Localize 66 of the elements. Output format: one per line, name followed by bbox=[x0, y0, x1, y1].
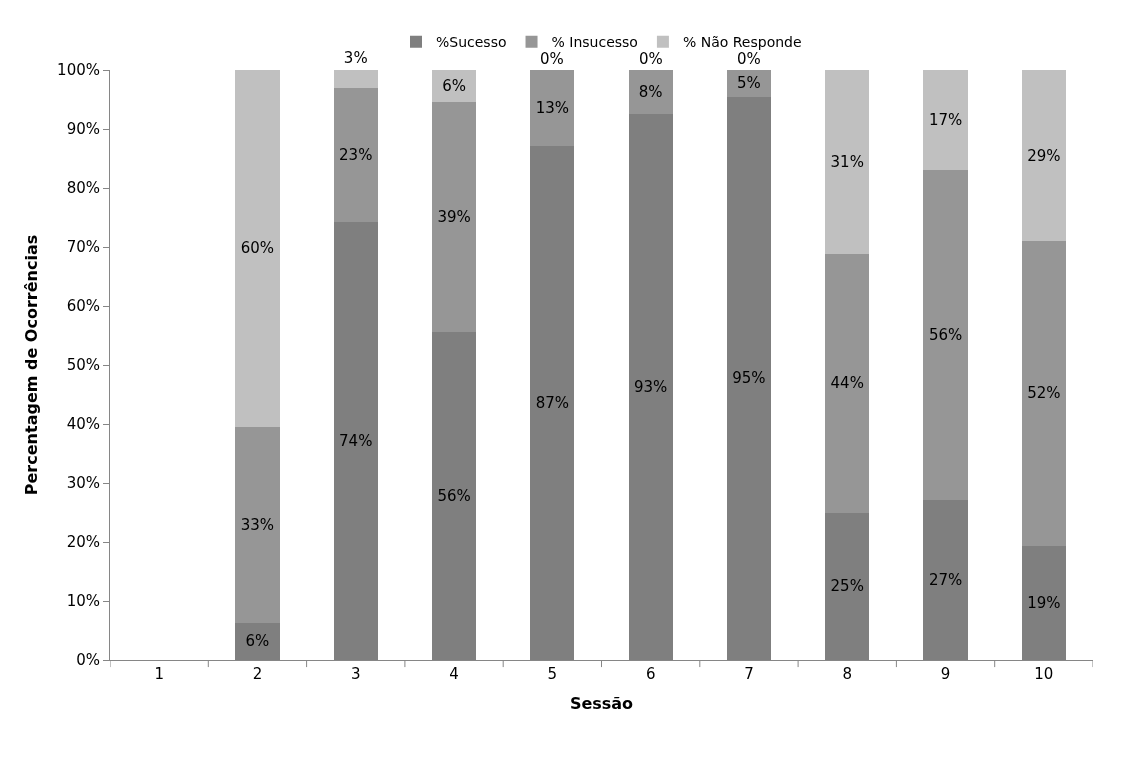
x-tick-label: 2 bbox=[252, 665, 263, 683]
bar bbox=[530, 70, 575, 147]
data-label: 52% bbox=[1027, 384, 1061, 403]
data-label: 6% bbox=[442, 77, 466, 96]
bar bbox=[235, 70, 280, 427]
data-label: 39% bbox=[437, 208, 471, 227]
x-tick-label: 8 bbox=[842, 665, 853, 683]
y-tick-label: 30% bbox=[66, 474, 100, 493]
legend-label: %Sucesso bbox=[436, 34, 507, 51]
data-label: 0% bbox=[639, 50, 663, 68]
x-tick-label: 4 bbox=[449, 665, 459, 683]
data-label: 95% bbox=[732, 369, 766, 388]
x-tick-label: 3 bbox=[350, 665, 361, 683]
data-label: 6% bbox=[245, 632, 270, 651]
data-label: 13% bbox=[535, 99, 570, 118]
data-label: 60% bbox=[240, 239, 275, 258]
bar bbox=[1021, 70, 1066, 242]
y-tick-label: 40% bbox=[66, 415, 100, 434]
legend-label: % Insucesso bbox=[551, 34, 638, 51]
data-label: 23% bbox=[339, 145, 373, 164]
y-tick-label: 70% bbox=[66, 238, 100, 257]
x-tick-label: 7 bbox=[744, 665, 754, 683]
y-axis-title: Percentagem de Ocorrências bbox=[22, 234, 42, 496]
data-label: 33% bbox=[240, 515, 275, 534]
bar bbox=[235, 426, 280, 623]
data-label: 87% bbox=[535, 394, 570, 413]
bar bbox=[431, 102, 477, 332]
bar bbox=[923, 70, 968, 170]
data-label: 27% bbox=[928, 571, 963, 590]
bar bbox=[628, 70, 673, 115]
data-label: 44% bbox=[830, 374, 864, 393]
bar bbox=[923, 169, 968, 501]
bar bbox=[1021, 241, 1066, 546]
y-tick-label: 0% bbox=[76, 651, 100, 670]
x-tick-label: 6 bbox=[645, 665, 656, 683]
data-label: 0% bbox=[540, 50, 564, 68]
legend-label: % Não Responde bbox=[682, 34, 802, 51]
data-label: 19% bbox=[1027, 593, 1061, 612]
data-label: 93% bbox=[633, 378, 668, 397]
bar bbox=[333, 88, 378, 222]
x-axis-title: Sessão bbox=[569, 693, 634, 713]
data-label: 3% bbox=[343, 49, 368, 67]
bar bbox=[825, 70, 870, 255]
data-label: 56% bbox=[437, 486, 471, 505]
data-label: 0% bbox=[737, 50, 761, 68]
data-label: 5% bbox=[737, 74, 761, 93]
y-tick-label: 60% bbox=[66, 297, 100, 316]
data-label: 31% bbox=[830, 153, 864, 172]
data-label: 17% bbox=[928, 110, 963, 129]
x-tick-label: 9 bbox=[940, 665, 951, 683]
data-label: 74% bbox=[339, 431, 373, 450]
data-label: 56% bbox=[928, 325, 963, 344]
data-label: 29% bbox=[1027, 146, 1061, 165]
bar bbox=[333, 70, 378, 89]
y-tick-label: 100% bbox=[57, 61, 100, 80]
x-tick-label: 10 bbox=[1034, 665, 1054, 683]
data-label: 8% bbox=[638, 83, 663, 102]
y-tick-label: 10% bbox=[66, 592, 100, 611]
bar bbox=[825, 254, 870, 513]
y-tick-label: 80% bbox=[66, 179, 100, 198]
x-tick-label: 1 bbox=[154, 665, 164, 683]
y-tick-label: 20% bbox=[66, 533, 100, 552]
y-tick-label: 50% bbox=[66, 356, 100, 375]
y-tick-label: 90% bbox=[66, 120, 100, 139]
x-tick-label: 5 bbox=[547, 665, 558, 683]
data-label: 25% bbox=[830, 577, 864, 596]
